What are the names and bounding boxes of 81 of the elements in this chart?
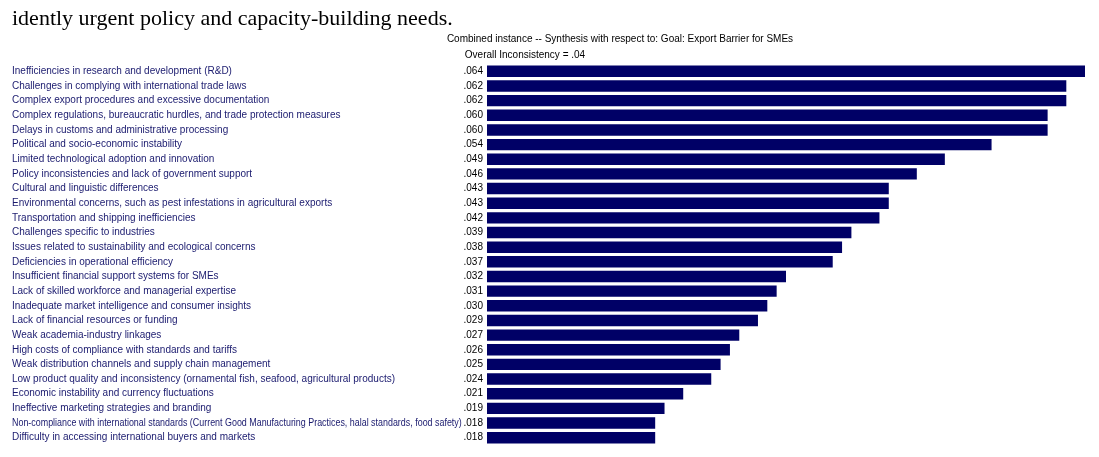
bar bbox=[487, 358, 721, 371]
bar bbox=[487, 153, 945, 165]
data-label: .024 bbox=[463, 372, 484, 384]
data-label: .049 bbox=[463, 153, 484, 164]
text: idently urgent policy and capacity-building needs. bbox=[12, 4, 453, 30]
y-tick-label: Policy inconsistencies and lack of government support bbox=[12, 167, 253, 179]
y-tick-label: Ineffective marketing strategies and branding bbox=[12, 402, 212, 414]
bar bbox=[487, 109, 1048, 121]
bar bbox=[487, 80, 1067, 92]
data-label: .031 bbox=[463, 284, 484, 296]
data-label: .054 bbox=[463, 138, 484, 150]
y-tick-label: Deficiencies in operational efficiency bbox=[12, 255, 174, 267]
bar bbox=[487, 373, 712, 385]
data-label: .038 bbox=[463, 240, 484, 252]
data-label: .026 bbox=[463, 343, 484, 355]
data-label: .019 bbox=[463, 402, 484, 414]
bar bbox=[487, 197, 889, 209]
y-tick-label: Insufficient financial support systems for SMEs bbox=[12, 270, 219, 282]
bar bbox=[487, 270, 786, 283]
bar bbox=[487, 314, 758, 327]
data-label: .029 bbox=[463, 314, 484, 326]
bar bbox=[487, 417, 656, 429]
data-label: .027 bbox=[463, 328, 484, 340]
y-tick-label: Challenges in complying with international trade laws bbox=[12, 79, 247, 91]
bar bbox=[487, 65, 1085, 78]
data-label: .032 bbox=[463, 270, 484, 282]
data-label: .060 bbox=[463, 123, 484, 135]
data-label: .046 bbox=[463, 167, 484, 179]
y-tick-label: Political and socio-economic instability bbox=[12, 138, 183, 150]
bar bbox=[487, 226, 852, 239]
y-tick-label: Lack of financial resources or funding bbox=[12, 314, 178, 326]
bar bbox=[487, 285, 777, 297]
bar bbox=[487, 212, 880, 224]
bar bbox=[487, 94, 1067, 107]
y-tick-label: Complex export procedures and excessive documentation bbox=[12, 94, 270, 106]
bar bbox=[487, 241, 843, 253]
data-label: .060 bbox=[463, 109, 484, 121]
bar bbox=[487, 124, 1048, 136]
y-tick-label: Complex regulations, bureaucratic hurdles, and trade protection measures bbox=[12, 109, 341, 121]
y-tick-label: Delays in customs and administrative processing bbox=[12, 123, 229, 135]
y-tick-label: Low product quality and inconsistency (ornamental fish, seafood, agricultural products) bbox=[12, 372, 395, 384]
data-label: .064 bbox=[463, 65, 484, 77]
chart-title: Combined instance -- Synthesis with respect to: Goal: Export Barrier for SMEs bbox=[446, 32, 794, 44]
y-tick-label: High costs of compliance with standards and tariffs bbox=[12, 343, 237, 355]
y-tick-label: Inadequate market intelligence and consumer insights bbox=[12, 299, 252, 311]
bar bbox=[487, 256, 833, 268]
data-label: .039 bbox=[463, 226, 484, 238]
bar bbox=[487, 388, 684, 400]
y-tick-label: Limited technological adoption and innovation bbox=[12, 153, 215, 164]
bar bbox=[487, 300, 768, 312]
data-label: .030 bbox=[463, 299, 484, 311]
bar bbox=[487, 431, 656, 444]
y-tick-label: Weak distribution channels and supply chain management bbox=[12, 358, 271, 370]
data-label: .021 bbox=[463, 387, 484, 399]
data-label: .043 bbox=[463, 196, 484, 208]
data-label: .018 bbox=[463, 416, 484, 428]
bar bbox=[487, 182, 889, 195]
data-label: .042 bbox=[463, 211, 484, 223]
data-label: .018 bbox=[463, 431, 484, 443]
y-tick-label: Environmental concerns, such as pest infestations in agricultural exports bbox=[12, 196, 333, 208]
data-label: .062 bbox=[463, 79, 484, 91]
y-tick-label: Non-compliance with international standards (Current Good Manufacturing Practices, halal standards, food safety) bbox=[12, 416, 462, 428]
y-tick-label: Issues related to sustainability and ecological concerns bbox=[12, 240, 256, 252]
y-tick-label: Weak academia-industry linkages bbox=[12, 328, 162, 340]
y-tick-label: Transportation and shipping inefficiencies bbox=[12, 211, 196, 223]
y-tick-label: Economic instability and currency fluctuations bbox=[12, 387, 214, 399]
y-tick-label: Difficulty in accessing international buyers and markets bbox=[12, 431, 256, 443]
bar bbox=[487, 168, 917, 180]
y-tick-label: Lack of skilled workforce and managerial expertise bbox=[12, 284, 237, 296]
y-tick-label: Inefficiencies in research and development (R&D) bbox=[12, 65, 232, 77]
bar bbox=[487, 138, 992, 151]
bar bbox=[487, 402, 665, 415]
bar bbox=[487, 344, 730, 356]
data-label: .043 bbox=[463, 182, 484, 194]
data-label: .037 bbox=[463, 255, 484, 267]
data-label: .025 bbox=[463, 358, 484, 370]
y-tick-label: Challenges specific to industries bbox=[12, 226, 155, 238]
y-tick-label: Cultural and linguistic differences bbox=[12, 182, 159, 194]
chart-subtitle: Overall Inconsistency = .04 bbox=[464, 48, 586, 60]
data-label: .062 bbox=[463, 94, 484, 106]
bar bbox=[487, 329, 740, 341]
